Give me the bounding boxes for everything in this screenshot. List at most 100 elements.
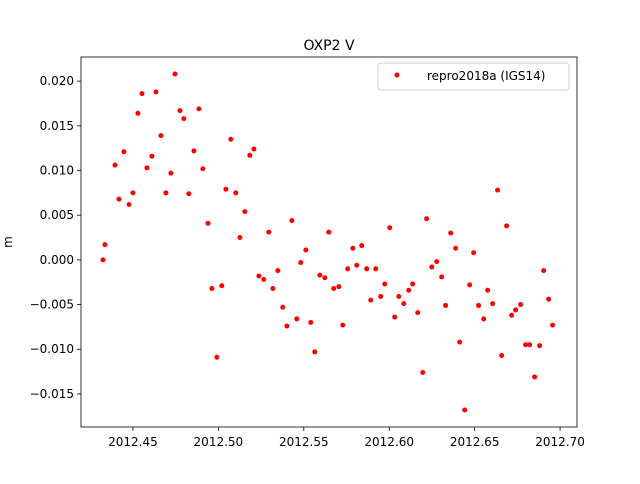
point <box>481 316 487 322</box>
point <box>364 266 370 272</box>
point <box>453 245 459 251</box>
y-axis-label: m <box>1 236 15 248</box>
point <box>509 312 515 318</box>
point <box>415 310 421 316</box>
point <box>317 272 323 278</box>
point <box>144 165 150 171</box>
y-tick-label: 0.000 <box>40 253 74 267</box>
point <box>326 229 332 235</box>
point <box>443 302 449 308</box>
point <box>149 153 155 159</box>
point <box>223 186 229 192</box>
point <box>289 218 295 224</box>
point <box>256 273 262 279</box>
point <box>537 343 543 349</box>
point <box>261 277 267 283</box>
point <box>153 89 159 95</box>
point <box>214 354 220 360</box>
point <box>378 294 384 300</box>
point <box>499 353 505 359</box>
point <box>251 146 257 152</box>
legend-box <box>377 62 570 91</box>
point <box>280 304 286 310</box>
point <box>550 322 556 328</box>
point <box>434 259 440 265</box>
y-tick-label: 0.010 <box>40 164 74 178</box>
point <box>368 297 374 303</box>
plot-frame <box>80 56 578 428</box>
legend-marker <box>394 72 400 78</box>
point <box>237 235 243 241</box>
x-tick-label: 2012.45 <box>108 435 158 449</box>
point <box>429 264 435 270</box>
point <box>186 191 192 197</box>
point <box>387 225 393 231</box>
point <box>121 149 127 155</box>
y-tick-label: 0.015 <box>40 119 74 133</box>
x-tick-label: 2012.55 <box>279 435 329 449</box>
point <box>495 187 501 193</box>
point <box>410 281 416 287</box>
point <box>196 106 202 112</box>
point <box>205 220 211 226</box>
point <box>396 294 402 300</box>
point <box>200 166 206 172</box>
y-tick-label: 0.020 <box>40 74 74 88</box>
chart-title: OXP2 V <box>303 38 355 54</box>
point <box>462 407 468 413</box>
x-tick-label: 2012.50 <box>194 435 244 449</box>
point <box>177 108 183 114</box>
point <box>158 133 164 139</box>
x-tick-label: 2012.65 <box>450 435 500 449</box>
point <box>228 136 234 142</box>
x-tick-label: 2012.60 <box>364 435 414 449</box>
point <box>546 296 552 302</box>
point <box>490 301 496 307</box>
point <box>331 285 337 291</box>
point <box>270 285 276 291</box>
point <box>406 287 412 293</box>
point <box>209 285 215 291</box>
point <box>168 170 174 176</box>
y-tick-label: −0.010 <box>30 342 74 356</box>
point <box>275 268 281 274</box>
point <box>181 116 187 122</box>
point <box>233 190 239 196</box>
point <box>172 71 178 77</box>
point <box>532 374 538 380</box>
point <box>382 281 388 287</box>
point <box>312 349 318 355</box>
point <box>340 322 346 328</box>
y-tick-label: −0.005 <box>30 298 74 312</box>
point <box>513 307 519 313</box>
point <box>373 266 379 272</box>
point <box>541 268 547 274</box>
point <box>116 196 122 202</box>
point <box>219 283 225 289</box>
point <box>163 190 169 196</box>
point <box>504 223 510 229</box>
point <box>191 148 197 154</box>
point <box>471 250 477 256</box>
point <box>359 243 365 249</box>
point <box>139 91 145 97</box>
point <box>485 287 491 293</box>
point <box>336 284 342 290</box>
y-tick-label: −0.015 <box>30 387 74 401</box>
point <box>294 316 300 322</box>
point <box>112 162 118 168</box>
point <box>424 216 430 222</box>
point <box>102 242 108 248</box>
point <box>392 314 398 320</box>
y-tick-label: 0.005 <box>40 208 74 222</box>
x-tick-label: 2012.70 <box>535 435 585 449</box>
point <box>401 301 407 307</box>
point <box>476 302 482 308</box>
legend-label: repro2018a (IGS14) <box>427 69 545 83</box>
point <box>467 282 473 288</box>
point <box>518 302 524 308</box>
point <box>266 229 272 235</box>
point <box>308 319 314 325</box>
point <box>527 342 533 348</box>
